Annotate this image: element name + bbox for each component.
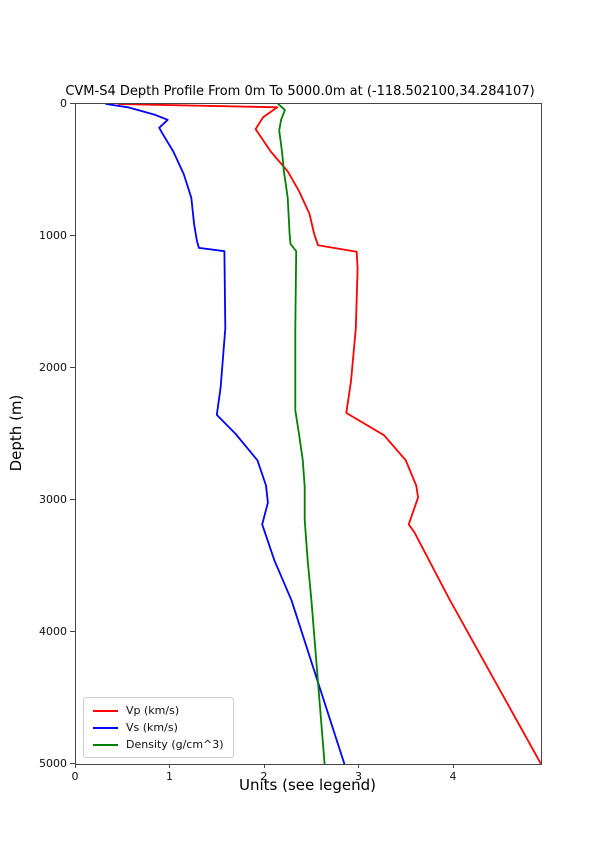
plot-canvas bbox=[105, 104, 541, 764]
legend-item: Vs (km/s) bbox=[93, 721, 224, 734]
x-axis-label: Units (see legend) bbox=[238, 776, 377, 794]
legend-line-sample bbox=[93, 726, 118, 729]
y-tick-mark bbox=[70, 762, 75, 764]
y-tick-mark bbox=[70, 366, 75, 368]
x-tick-label: 4 bbox=[449, 770, 457, 783]
y-tick-mark bbox=[70, 102, 75, 104]
x-tick-mark bbox=[74, 764, 76, 768]
legend-item: Vp (km/s) bbox=[93, 704, 224, 717]
y-tick-mark bbox=[70, 630, 75, 632]
legend-item: Density (g/cm^3) bbox=[93, 738, 224, 751]
plot-area: Vp (km/s) Vs (km/s) Density (g/cm^3) bbox=[75, 103, 542, 765]
y-axis-label: Depth (m) bbox=[7, 394, 25, 472]
x-tick-label: 3 bbox=[355, 770, 363, 783]
legend-line-sample bbox=[93, 709, 118, 712]
x-tick-mark bbox=[358, 764, 360, 768]
y-tick-label: 1000 bbox=[39, 228, 67, 242]
legend: Vp (km/s) Vs (km/s) Density (g/cm^3) bbox=[83, 697, 234, 758]
vp-line bbox=[117, 104, 541, 764]
vs-line bbox=[105, 104, 346, 764]
chart-title: CVM-S4 Depth Profile From 0m To 5000.0m … bbox=[65, 84, 535, 99]
x-tick-mark bbox=[452, 764, 454, 768]
y-tick-label: 5000 bbox=[39, 756, 67, 770]
x-tick-label: 2 bbox=[260, 770, 268, 783]
x-tick-label: 0 bbox=[71, 770, 79, 783]
x-tick-label: 1 bbox=[166, 770, 173, 783]
density-line bbox=[277, 104, 326, 764]
y-tick-label: 0 bbox=[60, 96, 67, 110]
y-tick-label: 2000 bbox=[39, 360, 67, 374]
y-tick-label: 4000 bbox=[39, 624, 67, 638]
x-tick-mark bbox=[263, 764, 265, 768]
y-tick-label: 3000 bbox=[39, 492, 67, 506]
y-tick-mark bbox=[70, 234, 75, 236]
x-tick-mark bbox=[169, 764, 170, 768]
legend-item-label: Density (g/cm^3) bbox=[126, 738, 224, 751]
legend-item-label: Vp (km/s) bbox=[126, 704, 180, 717]
y-tick-mark bbox=[70, 498, 75, 500]
legend-item-label: Vs (km/s) bbox=[126, 721, 178, 734]
legend-line-sample bbox=[93, 743, 118, 746]
